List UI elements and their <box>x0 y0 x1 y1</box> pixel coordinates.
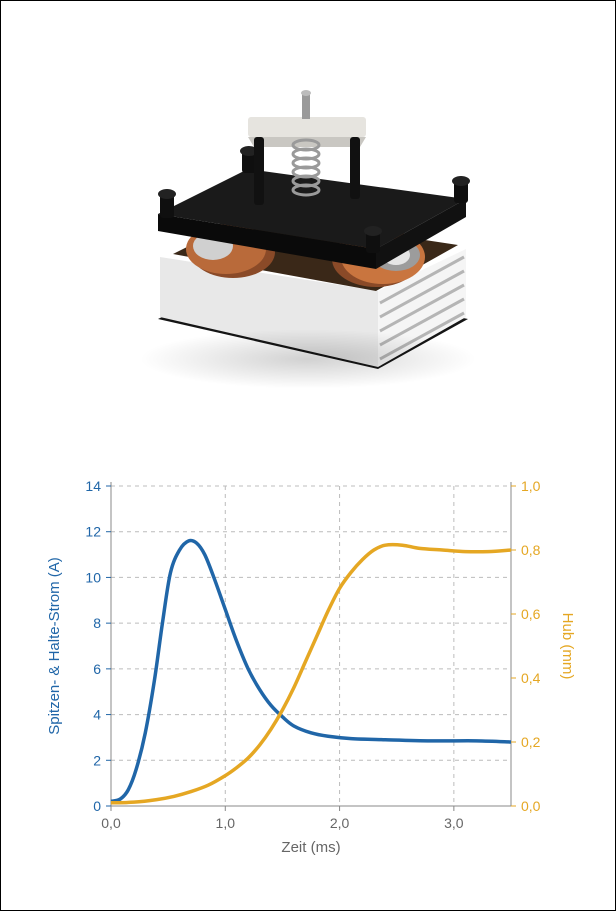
series-hub <box>111 545 511 803</box>
y-left-tick-label: 12 <box>85 524 101 540</box>
x-tick-label: 3,0 <box>444 815 464 831</box>
line-chart: 0 2 4 6 8 10 12 14 0,0 0,2 0,4 0,6 0,8 1,0 0,0 1,0 2,0 3,… <box>41 466 577 886</box>
y-right-tick-label: 0,4 <box>521 670 541 686</box>
y-right-tick-label: 0,2 <box>521 734 541 750</box>
y-right-title: Hub (mm) <box>559 613 576 680</box>
y-left-tick-label: 8 <box>93 615 101 631</box>
actuator-render <box>128 59 488 399</box>
render-area <box>1 1 615 456</box>
y-left-tick-label: 6 <box>93 661 101 677</box>
y-left-tick-label: 14 <box>85 478 101 494</box>
y-right-tick-label: 1,0 <box>521 478 541 494</box>
y-right-tick-label: 0,8 <box>521 542 541 558</box>
y-left-tick-label: 4 <box>93 707 101 723</box>
series-current <box>111 540 511 801</box>
y-left-title: Spitzen- & Halte-Strom (A) <box>46 557 63 735</box>
y-right-tick-label: 0,0 <box>521 798 541 814</box>
x-tick-label: 2,0 <box>330 815 350 831</box>
x-tick-label: 1,0 <box>216 815 236 831</box>
y-right-tick-label: 0,6 <box>521 606 541 622</box>
drop-shadow <box>138 329 478 389</box>
y-left-tick-label: 10 <box>85 569 101 585</box>
x-tick-label: 0,0 <box>101 815 121 831</box>
spring <box>293 140 319 195</box>
x-title: Zeit (ms) <box>281 839 340 856</box>
y-left-tick-label: 2 <box>93 752 101 768</box>
page-container: 0 2 4 6 8 10 12 14 0,0 0,2 0,4 0,6 0,8 1,0 0,0 1,0 2,0 3,… <box>1 1 615 910</box>
chart-area: 0 2 4 6 8 10 12 14 0,0 0,2 0,4 0,6 0,8 1,0 0,0 1,0 2,0 3,… <box>1 456 615 916</box>
y-left-tick-label: 0 <box>93 798 101 814</box>
